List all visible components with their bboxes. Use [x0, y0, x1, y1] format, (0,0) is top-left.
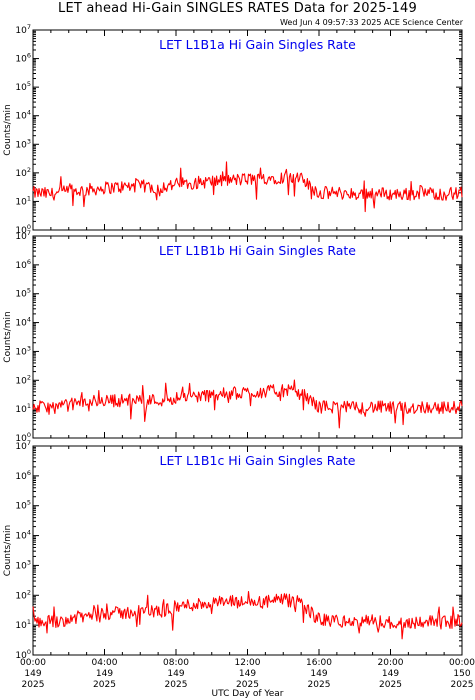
x-tick-label: 149 — [24, 669, 41, 679]
y-tick-label: 107 — [15, 23, 31, 36]
x-tick-label: 00:00 — [449, 658, 475, 668]
y-tick-label: 107 — [15, 229, 31, 242]
x-tick-label: 20:00 — [378, 658, 404, 668]
y-tick-label: 102 — [15, 373, 31, 386]
y-tick-label: 103 — [15, 558, 31, 571]
x-tick-label: 16:00 — [306, 658, 332, 668]
y-tick-label: 102 — [15, 588, 31, 601]
y-tick-label: 100 — [15, 223, 31, 236]
x-tick-label: 2025 — [236, 680, 259, 690]
x-tick-label: 149 — [167, 669, 184, 679]
timestamp: Wed Jun 4 09:57:33 2025 ACE Science Cent… — [279, 18, 463, 27]
y-tick-label: 106 — [15, 258, 31, 271]
y-tick-label: 105 — [15, 499, 31, 512]
y-axis-label: Counts/min — [3, 525, 13, 576]
x-tick-label: 08:00 — [163, 658, 189, 668]
x-tick-label: 150 — [453, 669, 470, 679]
y-tick-label: 106 — [15, 52, 31, 65]
x-tick-label: 12:00 — [235, 658, 261, 668]
y-tick-label: 105 — [15, 80, 31, 93]
y-tick-label: 104 — [15, 316, 31, 329]
x-tick-label: 2025 — [308, 680, 331, 690]
y-tick-label: 105 — [15, 287, 31, 300]
x-tick-label: 149 — [239, 669, 256, 679]
series-line — [32, 379, 463, 429]
x-tick-label: 2025 — [22, 680, 45, 690]
y-tick-label: 101 — [15, 402, 31, 415]
panel-title: LET L1B1b Hi Gain Singles Rate — [159, 243, 356, 258]
y-axis-label: Counts/min — [3, 104, 13, 155]
y-tick-label: 104 — [15, 529, 31, 542]
y-tick-label: 102 — [15, 166, 31, 179]
series-line — [32, 161, 463, 213]
x-tick-label: 149 — [382, 669, 399, 679]
series-line — [32, 591, 463, 640]
x-axis-label: UTC Day of Year — [212, 689, 284, 699]
x-tick-label: 149 — [310, 669, 327, 679]
x-tick-label: 2025 — [379, 680, 402, 690]
panel-title: LET L1B1c Hi Gain Singles Rate — [160, 453, 356, 468]
plot-frame — [32, 29, 463, 231]
x-tick-label: 2025 — [93, 680, 116, 690]
y-tick-label: 101 — [15, 618, 31, 631]
plot-frame — [32, 445, 463, 656]
panel-title: LET L1B1a Hi Gain Singles Rate — [159, 37, 356, 52]
x-tick-label: 04:00 — [92, 658, 118, 668]
chart-panel-2: 100 101 102 103 104 105 106 107 LET L1B1b Hi Gai… — [3, 229, 463, 444]
chart-panel-3: 100 101 102 103 104 105 106 107 LET L1B1c Hi Gai… — [3, 439, 463, 661]
x-tick-label: 00:00 — [20, 658, 46, 668]
y-tick-label: 106 — [15, 469, 31, 482]
page-title: LET ahead Hi-Gain SINGLES RATES Data for… — [58, 1, 417, 16]
y-tick-label: 100 — [15, 431, 31, 444]
y-tick-label: 101 — [15, 194, 31, 207]
y-axis-label: Counts/min — [3, 311, 13, 362]
y-tick-label: 103 — [15, 344, 31, 357]
x-tick-label: 2025 — [165, 680, 188, 690]
y-tick-label: 107 — [15, 439, 31, 452]
x-tick-label: 149 — [96, 669, 113, 679]
y-tick-label: 104 — [15, 109, 31, 122]
y-tick-label: 100 — [15, 648, 31, 661]
y-tick-label: 103 — [15, 137, 31, 150]
chart-panel-1: 100 101 102 103 104 105 106 107 LET L1B1a Hi Gai… — [3, 23, 463, 236]
x-tick-label: 2025 — [451, 680, 474, 690]
